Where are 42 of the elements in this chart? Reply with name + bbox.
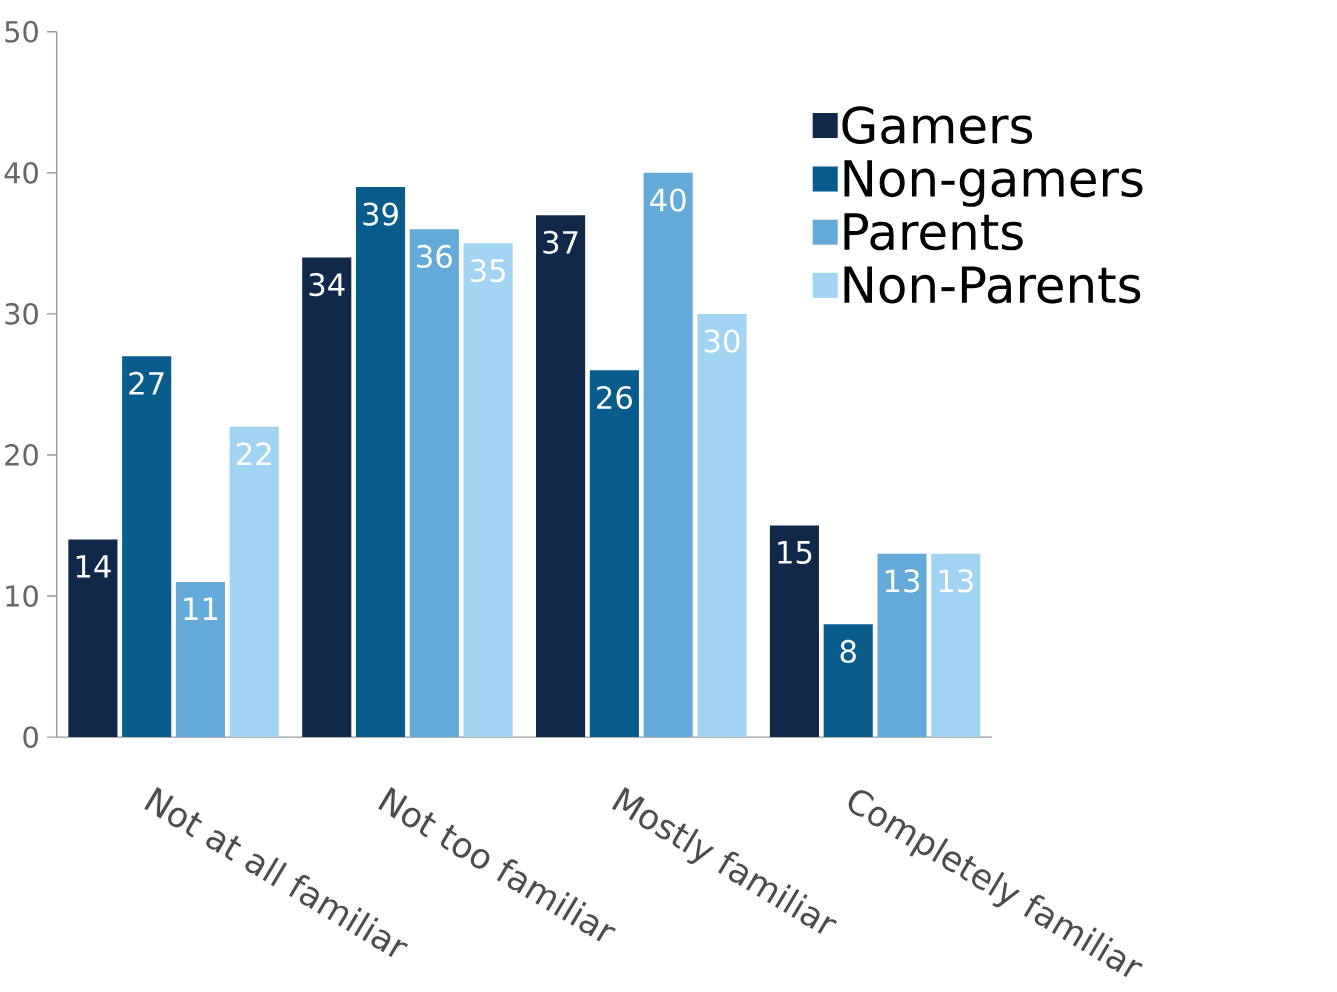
bar [931, 553, 981, 738]
bar [175, 582, 226, 738]
legend-label: Non-gamers [844, 160, 1143, 208]
data-label: 11 [184, 597, 218, 621]
y-tick-label: 0 [23, 726, 38, 749]
bar [697, 314, 747, 738]
bar [877, 553, 927, 738]
y-tick-label: 50 [5, 21, 38, 43]
bar [302, 257, 352, 738]
data-label: 36 [417, 245, 452, 269]
data-label: 13 [885, 569, 920, 593]
y-tick-label: 30 [5, 303, 38, 325]
legend-label: Non-Parents [844, 266, 1141, 304]
bar [463, 243, 513, 738]
data-label: 14 [76, 555, 111, 578]
data-label: 39 [363, 202, 398, 226]
data-label: 35 [470, 259, 505, 283]
legend-label: Parents [844, 213, 1023, 251]
bar [769, 525, 819, 738]
data-label: 8 [840, 640, 856, 664]
data-label: 13 [939, 569, 973, 593]
y-tick-label: 20 [5, 444, 38, 467]
bar [823, 624, 873, 738]
bar [355, 187, 406, 738]
bar [589, 370, 639, 738]
data-label: 37 [543, 230, 578, 255]
data-label: 27 [129, 371, 164, 395]
data-label: 22 [236, 442, 271, 466]
data-label: 30 [704, 329, 740, 353]
data-label: 15 [778, 541, 812, 565]
data-label: 26 [597, 386, 632, 410]
data-label: 34 [309, 273, 345, 297]
y-tick-label: 10 [6, 585, 38, 608]
bar [122, 356, 172, 738]
bar [643, 172, 693, 738]
y-tick-label: 40 [4, 162, 38, 184]
data-label: 40 [650, 188, 686, 212]
legend-label: Gamers [842, 106, 1033, 145]
bar [68, 539, 118, 738]
bar [409, 229, 459, 738]
bar [229, 426, 279, 738]
bar [536, 215, 586, 738]
